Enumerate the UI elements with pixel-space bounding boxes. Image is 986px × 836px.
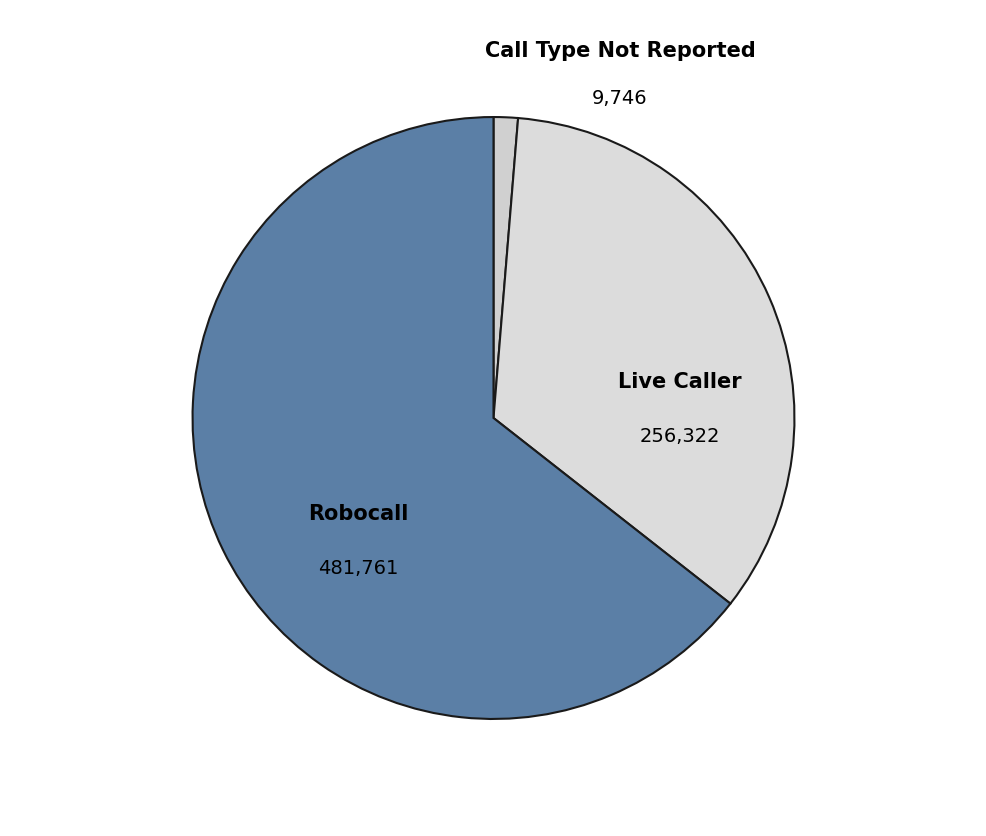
Text: Call Type Not Reported: Call Type Not Reported [484, 41, 754, 61]
Text: Robocall: Robocall [308, 504, 408, 524]
Text: Live Caller: Live Caller [617, 372, 741, 392]
Text: 481,761: 481,761 [317, 559, 398, 578]
Wedge shape [493, 118, 794, 604]
Wedge shape [493, 117, 518, 418]
Text: 256,322: 256,322 [639, 426, 720, 446]
Wedge shape [192, 117, 730, 719]
Text: 9,746: 9,746 [592, 89, 647, 109]
